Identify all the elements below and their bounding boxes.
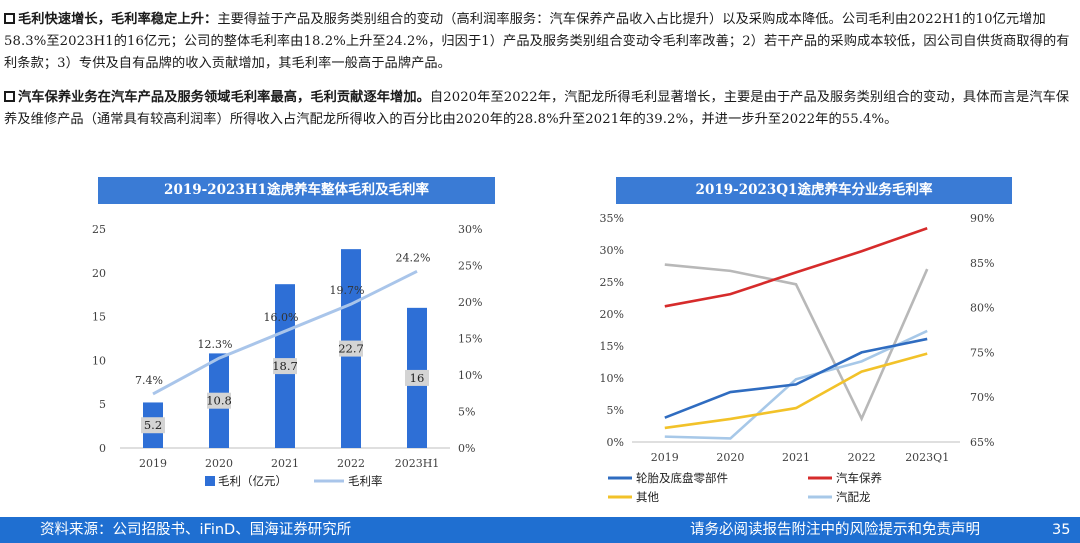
chart1-bar-label: 10.8: [206, 394, 232, 408]
page-number: 35: [1052, 522, 1071, 538]
chart1-y2-tick-label: 5%: [458, 406, 475, 419]
chart1-y2-tick-label: 0%: [458, 442, 475, 455]
chart1-bar-label-box: [273, 358, 297, 375]
chart1-y-tick-label: 15: [92, 311, 106, 324]
chart1-y2-tick-label: 15%: [458, 333, 482, 346]
chart1-rate-label: 16.0%: [264, 311, 299, 324]
chart2-legend-label: 其他: [636, 490, 659, 504]
paragraph-gross-profit: 毛利快速增长，毛利率稳定上升：主要得益于产品及服务类别组合的变动（高利润率服务：…: [4, 9, 1076, 75]
paragraph-heading: 毛利快速增长，毛利率稳定上升：: [18, 12, 218, 27]
chart2-y2-tick-label: 70%: [970, 391, 994, 404]
chart2-y2-tick-label: 65%: [970, 436, 994, 449]
chart1-legend-bar-label: 毛利（亿元）: [218, 474, 287, 488]
chart1-bar-label: 22.7: [338, 342, 364, 356]
chart2-series-line-4: [664, 263, 929, 422]
chart1-rate-label: 7.4%: [135, 374, 163, 387]
chart2-y-tick-label: 0%: [607, 436, 624, 449]
chart1-rate-label: 19.7%: [330, 284, 365, 297]
chart1-bar-label-box: [339, 340, 363, 357]
chart2-series-line-1: [664, 227, 928, 308]
chart1-x-tick-label: 2019: [139, 457, 167, 470]
chart1-y-tick-label: 25: [92, 223, 106, 236]
chart1-legend-bar-swatch: [205, 476, 215, 486]
chart1-y2-tick-label: 20%: [458, 296, 482, 309]
chart1-bar-label-box: [141, 417, 165, 434]
chart2-legend-label: 轮胎及底盘零部件: [636, 471, 728, 485]
chart1-rate-label: 12.3%: [198, 338, 233, 351]
chart1-bar-label-box: [405, 369, 429, 386]
chart1-x-tick-label: 2022: [337, 457, 365, 470]
charts-canvas: 0 5 10 15 20 25 0% 5% 10% 15% 20% 25% 30% 2019 2020 202…: [92, 212, 994, 504]
chart2-title: 2019-2023Q1途虎养车分业务毛利率: [616, 177, 1012, 204]
chart2-y-tick-label: 15%: [600, 340, 624, 353]
chart2-legend-label: 汽车保养: [836, 471, 882, 485]
chart1-bar-label: 5.2: [144, 418, 162, 432]
chart2-y-tick-label: 30%: [600, 244, 624, 257]
paragraph-heading: 汽车保养业务在汽车产品及服务领域毛利率最高，毛利贡献逐年增加。: [18, 90, 430, 105]
chart1-x-tick-label: 2020: [205, 457, 233, 470]
chart2-series-line-3: [664, 329, 928, 440]
chart1-rate-label: 24.2%: [396, 251, 431, 264]
chart1-y-tick-label: 5: [99, 398, 106, 411]
chart2-y-tick-label: 20%: [600, 308, 624, 321]
chart1-bar-label-box: [207, 392, 231, 409]
chart2-x-tick-label: 2020: [716, 451, 744, 464]
chart2-legend-label: 汽配龙: [836, 490, 871, 504]
chart1-rate-line: [152, 269, 418, 396]
footer-disclaimer: 请务必阅读报告附注中的风险提示和免责声明: [690, 522, 980, 538]
checkbox-bullet-icon: [4, 13, 15, 24]
chart2-series-line-0: [664, 337, 928, 419]
chart2-y2-tick-label: 90%: [970, 212, 994, 225]
chart2-x-tick-label: 2023Q1: [905, 451, 949, 464]
chart1-y2-tick-label: 10%: [458, 369, 482, 382]
chart1-legend-line-label: 毛利率: [348, 474, 383, 488]
paragraph-body: 主要得益于产品及服务类别组合的变动（高利润率服务：汽车保养产品收入占比提升）以及…: [4, 12, 1070, 71]
footer-bar: 资料来源：公司招股书、iFinD、国海证券研究所 请务必阅读报告附注中的风险提示…: [0, 517, 1080, 543]
chart1-x-tick-label: 2023H1: [395, 457, 440, 470]
chart2-y-tick-label: 5%: [607, 404, 624, 417]
chart1-bar-label: 16: [410, 371, 425, 385]
chart1-x-tick-label: 2021: [271, 457, 299, 470]
chart2-x-tick-label: 2019: [651, 451, 679, 464]
chart2-x-tick-label: 2021: [782, 451, 810, 464]
chart2-y2-tick-label: 85%: [970, 257, 994, 270]
chart2-series-line-2: [664, 352, 928, 430]
chart1-title: 2019-2023H1途虎养车整体毛利及毛利率: [98, 177, 495, 204]
footer-source: 资料来源：公司招股书、iFinD、国海证券研究所: [40, 522, 352, 538]
paragraph-maintenance-business: 汽车保养业务在汽车产品及服务领域毛利率最高，毛利贡献逐年增加。自2020年至20…: [4, 87, 1076, 131]
checkbox-bullet-icon: [4, 91, 15, 102]
chart1-y2-tick-label: 30%: [458, 223, 482, 236]
chart2-y2-tick-label: 80%: [970, 302, 994, 315]
chart1-y-tick-label: 10: [92, 354, 106, 367]
chart1-y-tick-label: 0: [99, 442, 106, 455]
chart2-x-tick-label: 2022: [848, 451, 876, 464]
chart1-y-tick-label: 20: [92, 267, 106, 280]
chart1-bar-label: 18.7: [272, 359, 298, 373]
chart2-y-tick-label: 25%: [600, 276, 624, 289]
chart2-y-tick-label: 35%: [600, 212, 624, 225]
paragraph-body: 自2020年至2022年，汽配龙所得毛利显著增长，主要是由于产品及服务类别组合的…: [4, 90, 1070, 127]
chart1-y2-tick-label: 25%: [458, 260, 482, 273]
chart2-y-tick-label: 10%: [600, 372, 624, 385]
chart2-y2-tick-label: 75%: [970, 346, 994, 359]
